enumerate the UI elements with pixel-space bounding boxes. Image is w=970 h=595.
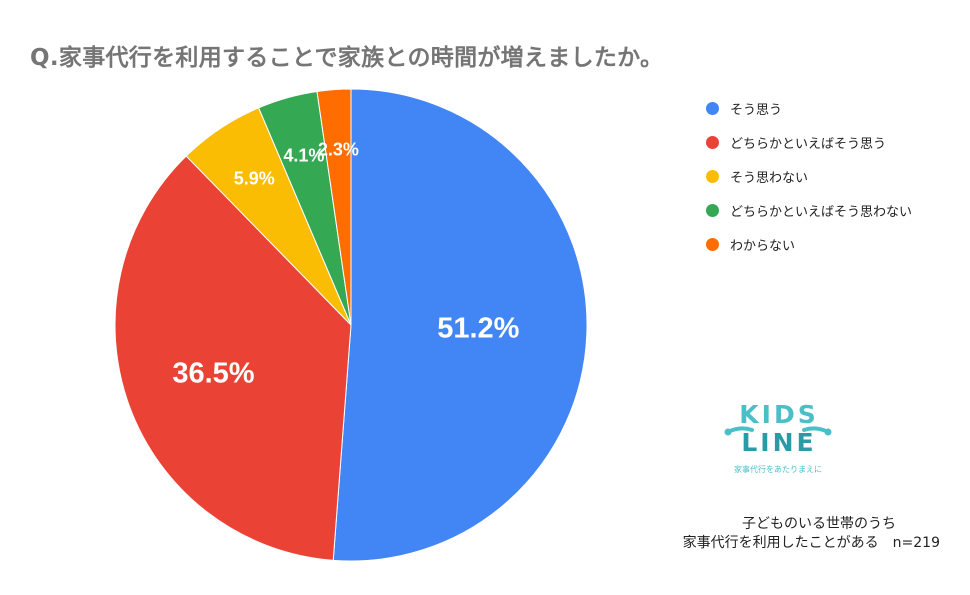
logo-word-line: LINE: [741, 428, 817, 457]
legend-label: わからない: [730, 238, 796, 254]
legend-label: そう思わない: [730, 170, 809, 186]
slice-data-label: 5.9%: [234, 168, 275, 188]
legend-marker-icon: [706, 237, 719, 251]
slice-data-label: 2.3%: [318, 140, 359, 160]
kidsline-logo: KIDS LINE 家事代行をあたりまえに: [722, 396, 834, 476]
legend-item: どちらかといえばそう思わない: [706, 193, 912, 227]
slice-data-label: 4.1%: [283, 146, 324, 166]
legend-item: そう思わない: [706, 159, 912, 193]
legend-marker-icon: [706, 135, 719, 149]
pie-slice: [316, 88, 352, 326]
legend-item: どちらかといえばそう思う: [706, 125, 912, 159]
legend-marker-icon: [706, 101, 719, 115]
sample-note-line1: 子どものいる世帯のうち: [742, 516, 896, 532]
legend-label: どちらかといえばそう思う: [730, 136, 887, 152]
sample-note: 子どものいる世帯のうち 家事代行を利用したことがある n=219: [620, 515, 940, 553]
logo-tagline: 家事代行をあたりまえに: [734, 465, 822, 474]
pie-slice: [332, 88, 588, 562]
legend: そう思う どちらかといえばそう思う そう思わない どちらかといえばそう思わない …: [706, 91, 912, 261]
legend-marker-icon: [706, 169, 719, 183]
legend-item: そう思う: [706, 91, 912, 125]
pie-chart: 51.2% 36.5% 5.9% 4.1%2.3%: [114, 88, 588, 562]
sample-note-line2: 家事代行を利用したことがある n=219: [682, 535, 940, 551]
logo-arms-icon: [724, 426, 832, 436]
legend-item: わからない: [706, 227, 912, 261]
logo-word-kids: KIDS: [739, 400, 819, 429]
legend-label: そう思う: [730, 102, 783, 118]
legend-label: どちらかといえばそう思わない: [730, 204, 913, 220]
slice-data-label: 36.5%: [172, 358, 254, 390]
legend-marker-icon: [706, 203, 719, 217]
slice-data-label: 51.2%: [437, 312, 519, 344]
chart-title: Q.家事代行を利用することで家族との時間が増えましたか。: [30, 45, 664, 71]
pie-slice: [114, 155, 352, 561]
